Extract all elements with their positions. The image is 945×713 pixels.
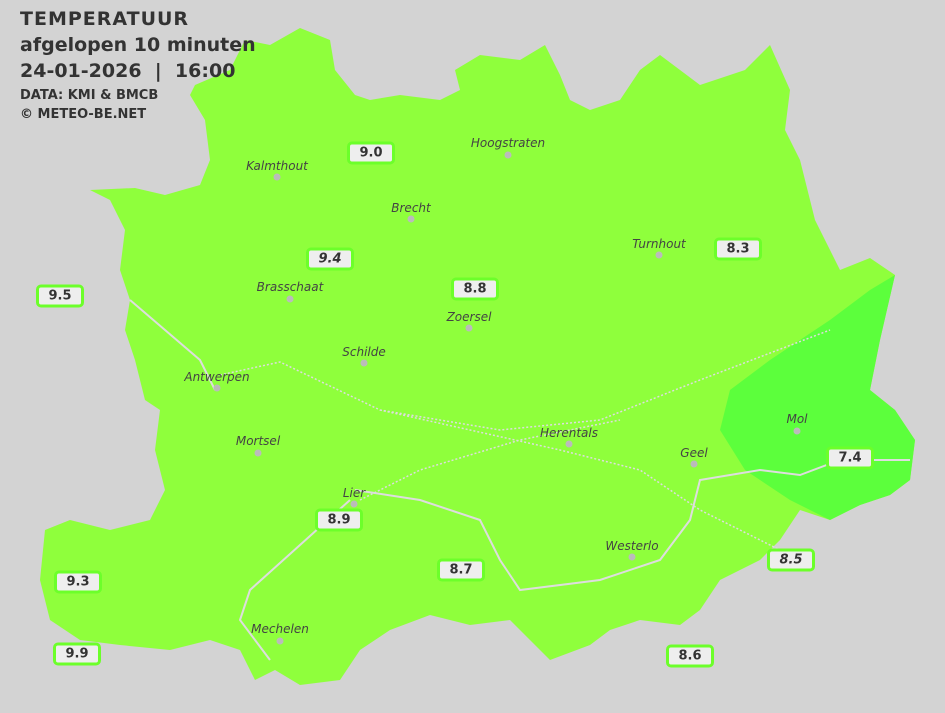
map-datetime: 24-01-2026 | 16:00 xyxy=(20,60,236,82)
station-value[interactable]: 9.5 xyxy=(36,284,84,308)
station-value[interactable]: 8.8 xyxy=(451,277,499,301)
city-dot xyxy=(565,440,573,448)
station-value[interactable]: 8.3 xyxy=(714,237,762,261)
city-dot xyxy=(286,295,294,303)
city-dot xyxy=(407,215,415,223)
city-dot xyxy=(350,500,358,508)
province-area xyxy=(40,28,915,685)
city-dot xyxy=(213,384,221,392)
station-value[interactable]: 8.7 xyxy=(437,558,485,582)
station-value[interactable]: 9.0 xyxy=(347,141,395,165)
city-label: Hoogstraten xyxy=(470,136,546,150)
city-dot xyxy=(793,427,801,435)
copyright: © METEO-BE.NET xyxy=(20,107,147,122)
city-label: Brasschaat xyxy=(256,280,324,294)
station-value[interactable]: 8.6 xyxy=(666,644,714,668)
map-title: TEMPERATUUR xyxy=(20,8,190,30)
city-dot xyxy=(504,151,512,159)
city-label: Mechelen xyxy=(251,622,309,636)
data-source: DATA: KMI & BMCB xyxy=(20,88,159,103)
city-dot xyxy=(628,553,636,561)
city-dot xyxy=(465,324,473,332)
station-value[interactable]: 7.4 xyxy=(826,446,874,470)
road xyxy=(219,329,831,561)
city-label: Mol xyxy=(786,412,808,426)
city-dot xyxy=(360,359,368,367)
city-dot xyxy=(655,251,663,259)
city-label: Kalmthout xyxy=(246,159,308,173)
station-value[interactable]: 8.9 xyxy=(315,508,363,532)
city-label: Mortsel xyxy=(235,434,281,448)
city-label: Zoersel xyxy=(446,310,492,324)
city-dot xyxy=(690,460,698,468)
station-value[interactable]: 9.3 xyxy=(54,570,102,594)
city-label: Lier xyxy=(342,486,366,500)
station-value[interactable]: 9.9 xyxy=(53,642,101,666)
city-dot xyxy=(273,173,281,181)
city-dot xyxy=(254,449,262,457)
city-label: Schilde xyxy=(342,345,386,359)
station-value[interactable]: 8.5 xyxy=(767,548,815,572)
city-label: Brecht xyxy=(391,201,431,215)
city-dot xyxy=(276,637,284,645)
city-label: Antwerpen xyxy=(184,370,250,384)
city-label: Turnhout xyxy=(632,237,686,251)
station-value[interactable]: 9.4 xyxy=(306,247,354,271)
city-label: Geel xyxy=(680,446,708,460)
city-label: Herentals xyxy=(540,426,598,440)
map-subtitle: afgelopen 10 minuten xyxy=(20,34,256,56)
city-label: Westerlo xyxy=(605,539,659,553)
